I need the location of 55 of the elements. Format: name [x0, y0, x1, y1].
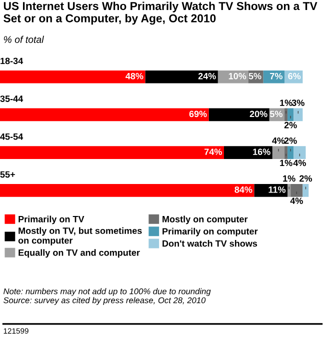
bar: [288, 108, 294, 122]
data-label: 74%: [204, 148, 222, 155]
chart-subtitle: % of total: [4, 36, 44, 43]
data-label: 3%: [292, 100, 304, 106]
legend-label: Don't watch TV shows: [162, 240, 258, 247]
text: Note: numbers may not add up to 100% due to rounding: [4, 288, 211, 296]
data-label: 10%: [228, 72, 246, 80]
data-label: 1%: [280, 100, 292, 106]
data-label: 11%: [268, 186, 286, 193]
data-label: 6%: [288, 72, 301, 80]
bar: [284, 108, 288, 122]
data-label: 2%: [284, 137, 297, 144]
bar: [290, 184, 303, 197]
bar: [208, 108, 270, 122]
y-tick-label: 55+: [0, 171, 15, 178]
source-note: Source: survey as cited by press release, Oct 28, 2010: [3, 297, 206, 305]
legend-label: Primarily on TV: [18, 216, 84, 224]
data-label: 24%: [198, 72, 216, 80]
legend-label: Mostly on computer: [162, 216, 248, 224]
legend-label: Mostly on TV, but sometimes on computer: [18, 227, 142, 246]
bar: [0, 70, 146, 84]
bar: [302, 184, 309, 197]
data-label: 20%: [250, 110, 268, 118]
chart-title: US Internet Users Who Primarily Watch TV Shows on a TV Set or on a Computer, by Age, Oct 2010: [4, 2, 318, 25]
data-label: 4%: [290, 198, 303, 204]
bar: [288, 146, 294, 160]
y-tick-label: 45-54: [0, 134, 24, 140]
data-label: 7%: [270, 72, 282, 80]
legend-label: Primarily on computer: [162, 228, 258, 236]
bar: [0, 108, 209, 122]
bar: [145, 70, 218, 84]
bar: [224, 146, 272, 160]
data-label: 48%: [126, 72, 144, 80]
bar: [288, 184, 291, 197]
data-label: 2%: [300, 175, 312, 182]
bar: [254, 184, 288, 197]
y-tick-label: 35-44: [0, 96, 24, 102]
legend-label: Equally on TV and computer: [18, 249, 140, 258]
data-label: 16%: [253, 148, 270, 155]
data-label: 5%: [248, 72, 262, 80]
data-label: 4%: [293, 160, 306, 166]
data-label: 2%: [284, 122, 297, 128]
bar: [294, 146, 306, 160]
data-label: 69%: [189, 110, 207, 118]
data-label: 1%: [280, 160, 292, 166]
bar: [294, 108, 303, 122]
bar: [0, 146, 224, 160]
data-label: 4%: [272, 137, 285, 144]
data-label: 84%: [234, 186, 252, 193]
data-label: 1%: [283, 175, 296, 182]
bar: [272, 146, 285, 160]
data-label: 5%: [270, 110, 282, 118]
bar: [284, 146, 288, 160]
bar: [0, 184, 254, 197]
y-tick-label: 18-34: [0, 58, 24, 64]
